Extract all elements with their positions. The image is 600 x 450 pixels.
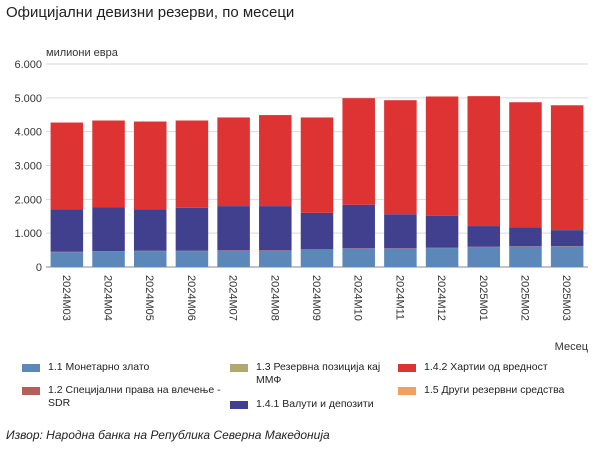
- bar-segment: [550, 246, 584, 267]
- bar-segment: [175, 207, 209, 251]
- bar-segment: [467, 247, 501, 267]
- bar-segment: [92, 207, 125, 252]
- bar-segment: [384, 214, 417, 249]
- bar-segment: [425, 215, 459, 248]
- bar-segment: [217, 117, 250, 207]
- x-tick-label: 2024M04: [102, 275, 114, 321]
- legend-swatch: [22, 387, 40, 395]
- bar-segment: [133, 251, 167, 267]
- y-tick-label: 6.000: [14, 59, 42, 71]
- bar-segment: [467, 96, 501, 227]
- bars: [50, 96, 584, 267]
- legend-swatch: [398, 387, 416, 395]
- x-tick-label: 2024M11: [393, 275, 405, 320]
- legend-item-other-reserve-assets: 1.5 Други резервни средства: [398, 384, 588, 397]
- bar-segment: [425, 248, 459, 267]
- legend-item-currency-deposits: 1.4.1 Валути и депозити: [230, 398, 390, 411]
- y-tick-label: 0: [36, 262, 42, 274]
- legend-item-imf-reserve-position: 1.3 Резервна позиција кај ММФ: [230, 361, 390, 387]
- bar-segment: [259, 206, 292, 251]
- bar-segment: [50, 252, 84, 267]
- bar-segment: [342, 204, 375, 249]
- legend-item-sdr: 1.2 Специјални права на влечење - SDR: [22, 384, 227, 410]
- x-tick-label: 2024M09: [310, 275, 322, 321]
- bar-segment: [509, 246, 542, 267]
- y-tick-labels: 0 1.000 2.000 3.000 4.000 5.000 6.000: [14, 59, 42, 274]
- x-tick-label: 2024M08: [268, 275, 280, 321]
- bar-segment: [50, 122, 84, 210]
- bar-segment: [259, 115, 292, 207]
- bar-segment: [50, 209, 84, 252]
- x-tick-label: 2025M02: [518, 275, 530, 321]
- y-tick-label: 1.000: [14, 228, 42, 240]
- y-tick-label: 4.000: [14, 127, 42, 139]
- legend-swatch: [230, 364, 248, 372]
- x-tick-label: 2024M05: [143, 275, 155, 321]
- legend-item-securities: 1.4.2 Хартии од вредност: [398, 361, 588, 374]
- x-tick-label: 2024M12: [435, 275, 447, 321]
- legend-label: 1.4.1 Валути и депозити: [256, 398, 374, 410]
- bar-segment: [425, 96, 459, 216]
- bar-segment: [384, 100, 417, 215]
- x-tick-label: 2024M10: [352, 275, 364, 321]
- x-tick-label: 2024M06: [185, 275, 197, 321]
- bar-segment: [133, 121, 167, 210]
- bar-segment: [217, 206, 250, 251]
- x-tick-labels: 2024M03 2024M04 2024M05 2024M06 2024M07 2024M…: [60, 275, 572, 321]
- y-axis-label: милиони евра: [46, 47, 119, 59]
- source-note: Извор: Народна банка на Република Северн…: [6, 428, 330, 442]
- bar-segment: [550, 105, 584, 231]
- y-tick-label: 2.000: [14, 194, 42, 206]
- legend-label: 1.3 Резервна позиција кај ММФ: [256, 361, 381, 386]
- chart-title: Официјални девизни резерви, по месеци: [6, 4, 295, 21]
- bar-segment: [509, 227, 542, 247]
- legend-label: 1.2 Специјални права на влечење - SDR: [48, 384, 221, 409]
- bar-segment: [300, 249, 334, 267]
- x-tick-label: 2024M03: [60, 275, 72, 321]
- bar-segment: [92, 251, 125, 267]
- legend-swatch: [398, 364, 416, 372]
- bar-segment: [92, 120, 125, 208]
- x-tick-label: 2025M01: [477, 275, 489, 321]
- legend-swatch: [22, 364, 40, 372]
- bar-segment: [509, 102, 542, 228]
- y-tick-label: 5.000: [14, 93, 42, 105]
- bar-segment: [300, 212, 334, 250]
- legend-item-monetary-gold: 1.1 Монетарно злато: [22, 361, 222, 374]
- bar-segment: [467, 226, 501, 247]
- legend-label: 1.4.2 Хартии од вредност: [424, 361, 548, 373]
- chart-area: милиони евра 0 1.000 2.000 3.000 4.000 5.000 6…: [14, 47, 589, 353]
- bar-segment: [550, 230, 584, 247]
- bar-segment: [217, 250, 250, 267]
- bar-segment: [259, 250, 292, 267]
- x-tick-label: 2025M03: [560, 275, 572, 321]
- legend-label: 1.1 Монетарно злато: [48, 361, 150, 373]
- bar-segment: [300, 117, 334, 213]
- bar-segment: [342, 248, 375, 267]
- bar-segment: [384, 248, 417, 267]
- x-axis-label: Месец: [555, 341, 589, 353]
- bar-segment: [342, 98, 375, 205]
- legend-swatch: [230, 401, 248, 409]
- bar-segment: [175, 120, 209, 208]
- y-tick-label: 3.000: [14, 161, 42, 173]
- legend-label: 1.5 Други резервни средства: [424, 384, 565, 396]
- bar-segment: [133, 209, 167, 251]
- x-tick-label: 2024M07: [227, 275, 239, 321]
- bar-segment: [175, 251, 209, 267]
